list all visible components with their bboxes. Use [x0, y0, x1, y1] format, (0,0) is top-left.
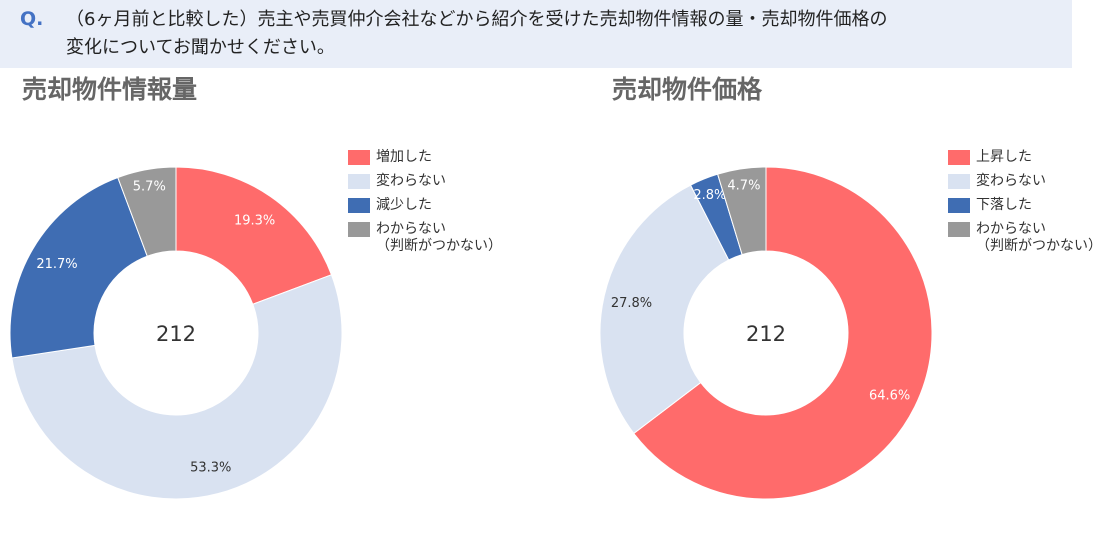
- center-total: 212: [746, 322, 786, 346]
- question-label: Q.: [20, 8, 44, 30]
- question-box: Q. （6ヶ月前と比較した）売主や売買仲介会社などから紹介を受けた売却物件情報の…: [0, 0, 1072, 68]
- value-label: 53.3%: [190, 461, 231, 476]
- legend-label: 増加した: [376, 149, 432, 165]
- donut-segment: [11, 274, 343, 500]
- legend-label: 下落した: [976, 197, 1032, 213]
- chart-title: 売却物件価格: [612, 75, 763, 104]
- value-label: 27.8%: [611, 296, 652, 311]
- legend-swatch: [348, 174, 370, 189]
- value-label: 2.8%: [693, 188, 726, 203]
- chart-title: 売却物件情報量: [22, 75, 197, 104]
- legend-swatch: [948, 150, 970, 165]
- legend-label: 変わらない: [376, 173, 446, 189]
- donut-segment: [117, 166, 177, 257]
- donut-segment: [599, 184, 730, 435]
- legend-label: わからない （判断がつかない）: [376, 221, 502, 254]
- value-label: 19.3%: [234, 214, 275, 229]
- legend-label: 変わらない: [976, 173, 1046, 189]
- center-total: 212: [156, 322, 196, 346]
- legend-swatch: [948, 174, 970, 189]
- legend-swatch: [348, 198, 370, 213]
- value-label: 5.7%: [133, 179, 166, 194]
- donut-segment: [717, 166, 767, 256]
- legend-label: 上昇した: [976, 149, 1032, 165]
- donut-segment: [9, 176, 148, 359]
- legend-swatch: [348, 222, 370, 237]
- legend-label: 減少した: [376, 197, 432, 213]
- donut-segment: [175, 166, 333, 305]
- value-label: 21.7%: [36, 257, 77, 272]
- legend-label: わからない （判断がつかない）: [976, 221, 1102, 254]
- legend-swatch: [348, 150, 370, 165]
- legend-swatch: [948, 198, 970, 213]
- question-text: （6ヶ月前と比較した）売主や売買仲介会社などから紹介を受けた売却物件情報の量・売…: [66, 9, 888, 58]
- legend-swatch: [948, 222, 970, 237]
- value-label: 4.7%: [727, 179, 760, 194]
- donut-segment: [633, 166, 933, 500]
- value-label: 64.6%: [869, 388, 910, 403]
